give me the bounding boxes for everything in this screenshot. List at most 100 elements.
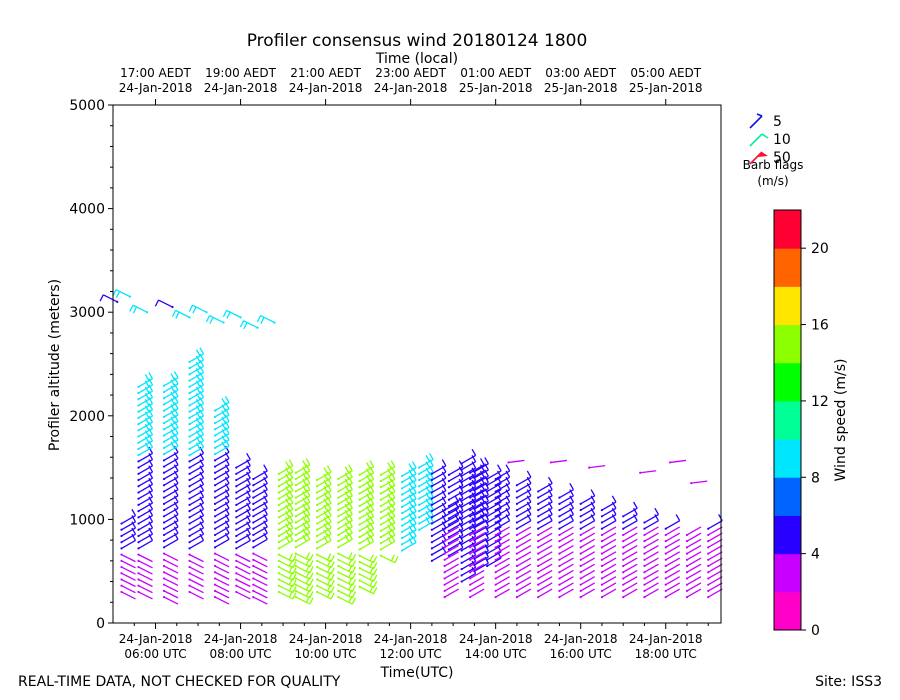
wind-barb <box>163 389 179 399</box>
y-tick-label: 4000 <box>69 202 105 218</box>
wind-barb-origin <box>418 516 421 519</box>
wind-barb-origin <box>358 523 361 526</box>
wind-barb <box>192 304 207 313</box>
wind-barb-origin <box>469 546 472 549</box>
wind-barb-origin <box>120 528 123 531</box>
wind-barb-origin <box>558 515 561 518</box>
wind-barb-feather <box>285 461 290 469</box>
wind-barb <box>338 507 353 517</box>
wind-barb <box>380 540 396 551</box>
wind-barb-origin <box>639 471 642 474</box>
wind-barb-origin <box>137 472 140 475</box>
wind-barb-origin <box>120 584 123 587</box>
wind-barb <box>189 390 204 400</box>
wind-barb-origin <box>443 589 446 592</box>
wind-barb-origin <box>235 522 238 525</box>
wind-barb <box>189 353 204 363</box>
wind-barb <box>474 500 489 510</box>
wind-barb-feather <box>330 561 335 569</box>
wind-barb-feather <box>292 555 297 562</box>
wind-barb <box>163 590 179 599</box>
wind-barb <box>461 541 476 552</box>
wind-barb-origin <box>469 589 472 592</box>
wind-barb-origin <box>294 502 297 505</box>
wind-barb-origin <box>188 472 191 475</box>
wind-barb <box>469 588 485 598</box>
wind-barb-feather <box>309 597 314 605</box>
wind-barb-origin <box>120 590 123 594</box>
wind-barb <box>359 478 374 488</box>
wind-barb <box>253 584 268 593</box>
wind-barb <box>189 483 204 494</box>
wind-barb <box>516 520 532 530</box>
wind-barb-feather <box>221 397 227 405</box>
wind-barb <box>559 507 574 517</box>
wind-barb-origin <box>643 583 646 586</box>
wind-barb-origin <box>337 502 340 505</box>
wind-barb-origin <box>358 504 361 508</box>
wind-barb <box>486 501 502 511</box>
wind-barb-origin <box>447 523 450 526</box>
wind-barb-origin <box>162 477 166 481</box>
plot-frame <box>112 104 722 624</box>
colorbar-tick-label: 4 <box>811 547 820 563</box>
wind-barb-origin <box>213 564 217 568</box>
wind-barb <box>486 489 502 499</box>
wind-barb <box>469 551 485 561</box>
wind-barb <box>235 539 251 549</box>
wind-barb <box>516 582 532 592</box>
wind-barb-origin <box>337 521 340 524</box>
wind-barb <box>316 527 332 537</box>
wind-barb <box>495 501 510 511</box>
wind-barb-origin <box>664 558 667 561</box>
wind-barb-origin <box>235 472 238 475</box>
wind-barb <box>686 582 702 592</box>
wind-barb <box>252 476 268 486</box>
wind-barb-origin <box>162 471 166 474</box>
wind-barb <box>469 507 485 517</box>
wind-barb-origin <box>213 596 217 599</box>
wind-barb <box>559 520 574 530</box>
wind-barb-feather <box>351 597 357 605</box>
wind-barb-feather <box>131 508 137 516</box>
wind-barb-origin <box>277 590 280 594</box>
wind-barb-origin <box>235 478 238 482</box>
wind-barb-feather <box>348 464 353 472</box>
wind-barb <box>495 563 510 573</box>
wind-barb <box>418 471 434 481</box>
wind-barb-feather <box>260 317 265 324</box>
wind-barb <box>214 464 230 474</box>
wind-barb-origin <box>685 533 689 537</box>
wind-barb <box>163 420 179 430</box>
wind-barb <box>644 569 659 580</box>
wind-barb-origin <box>120 565 123 569</box>
wind-barb-origin <box>162 583 166 586</box>
wind-barb <box>163 520 179 530</box>
top-tick-time: 01:00 AEDT <box>460 66 531 80</box>
wind-barb-origin <box>430 541 433 544</box>
wind-barb-origin <box>252 564 255 568</box>
wind-barb-origin <box>460 481 463 484</box>
wind-barb <box>516 569 532 580</box>
wind-barb-origin <box>537 527 540 530</box>
wind-barb-feather <box>390 554 396 562</box>
wind-barb <box>214 584 230 593</box>
wind-barb <box>138 452 153 462</box>
wind-barbs-layer <box>99 289 723 605</box>
wind-barb <box>380 528 396 538</box>
wind-barb <box>418 514 434 525</box>
quality-note: REAL-TIME DATA, NOT CHECKED FOR QUALITY <box>18 674 341 690</box>
wind-barb-origin <box>537 490 540 493</box>
wind-barb-origin <box>600 533 604 537</box>
wind-barb <box>138 533 153 543</box>
wind-barb <box>537 576 553 586</box>
wind-barb <box>380 491 396 501</box>
wind-barb <box>121 578 136 588</box>
wind-barb-origin <box>469 490 472 493</box>
wind-barb-origin <box>188 516 191 519</box>
legend-barb-half <box>756 113 763 117</box>
wind-barb <box>121 572 136 581</box>
wind-barb-origin <box>558 496 561 499</box>
wind-barb-origin <box>137 534 140 538</box>
